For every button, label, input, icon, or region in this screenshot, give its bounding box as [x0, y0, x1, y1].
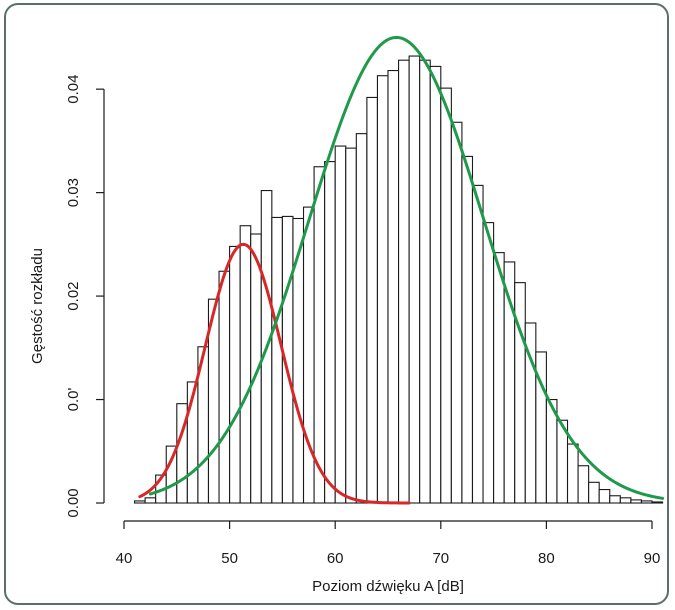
histogram-bar [588, 481, 600, 504]
histogram-bar [302, 206, 315, 504]
histogram-bar [376, 75, 389, 504]
histogram-bar [440, 87, 452, 504]
histogram-bar [292, 217, 305, 504]
y-tick-label: 0.04 [65, 75, 82, 104]
histogram-bar [419, 59, 431, 504]
histogram-bar [239, 225, 252, 504]
y-axis-title: Gęstość rozkładu [29, 248, 46, 364]
x-axis-title: Poziom dźwięku A [dB] [312, 578, 464, 595]
red-density-curve [138, 242, 411, 505]
green-density-curve [148, 35, 665, 500]
histogram-bar [345, 147, 357, 504]
histogram-bar [493, 252, 505, 504]
x-tick-label: 50 [221, 550, 238, 567]
x-tick-label: 80 [538, 550, 555, 567]
x-tick-label: 70 [432, 550, 449, 567]
histogram-bar [482, 222, 495, 504]
histogram-bar [429, 65, 442, 504]
histogram-bar [577, 465, 590, 504]
y-tick-label: 0.03 [65, 178, 82, 207]
histogram-bar [408, 55, 421, 504]
histogram-bar [334, 145, 347, 504]
histogram-bar [398, 59, 410, 504]
x-tick-label: 60 [327, 550, 344, 567]
histogram-bar [450, 121, 463, 504]
histogram-bar [461, 155, 474, 504]
histogram-bar [134, 500, 146, 504]
y-tick-label: 0.02 [65, 281, 82, 310]
histogram-bar [387, 69, 400, 504]
histogram-bar [218, 270, 231, 504]
histogram-bar [609, 495, 621, 504]
histogram-bars [134, 55, 664, 504]
histogram-bar [366, 96, 378, 504]
axes: 40 50 60 70 80 90 0.00 0.0' 0.02 0.03 0.04 [65, 75, 660, 567]
histogram-bar [619, 497, 632, 504]
x-tick-label: 90 [644, 550, 661, 567]
histogram-bar [355, 133, 368, 504]
histogram-bar [144, 497, 157, 504]
histogram-bar [598, 488, 611, 504]
histogram-bar [630, 499, 642, 504]
histogram-bar [640, 500, 653, 504]
y-tick-label: 0.0' [65, 388, 82, 412]
x-tick-label: 40 [116, 550, 133, 567]
histogram-bar [313, 166, 326, 504]
fitted-curves [138, 35, 665, 505]
histogram-bar [651, 501, 664, 504]
histogram-bar [324, 161, 336, 504]
histogram-bar [471, 184, 484, 504]
histogram-bar [229, 245, 241, 504]
histogram-bar [271, 216, 283, 504]
y-tick-label: 0.00 [65, 488, 82, 517]
histogram-bar [566, 443, 579, 504]
